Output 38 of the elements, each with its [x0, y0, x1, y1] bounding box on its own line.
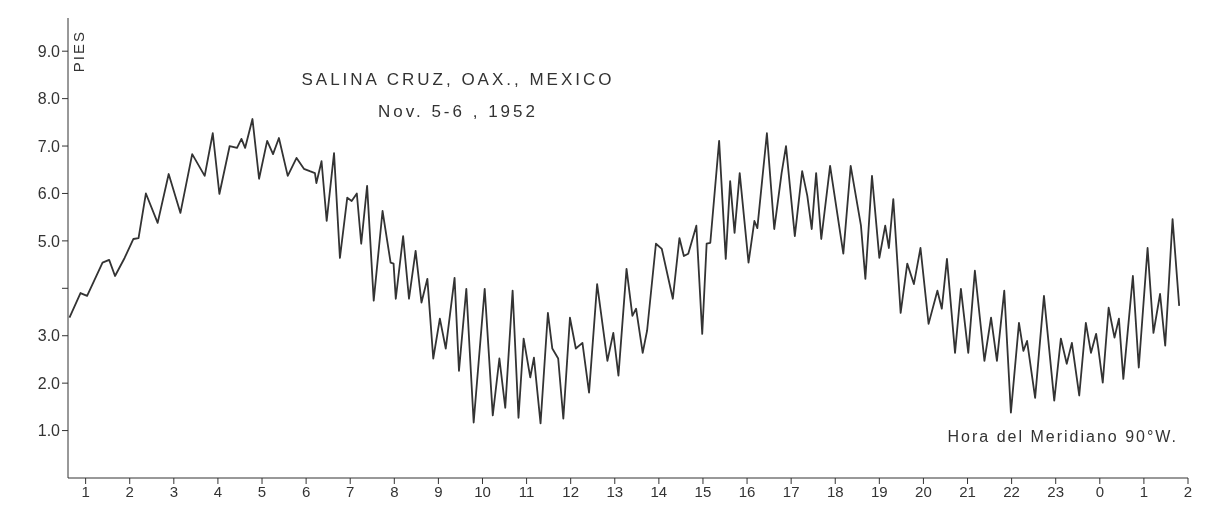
x-tick-label: 9 — [434, 482, 443, 500]
x-tick-label: 2 — [1183, 482, 1193, 500]
x-tick-label: 21 — [959, 482, 976, 500]
y-tick-label: 8.0 — [37, 90, 61, 108]
x-tick-label: 18 — [826, 482, 844, 500]
y-tick-label: 2.0 — [37, 374, 61, 392]
x-tick-label: 4 — [213, 482, 223, 500]
y-tick-label: 5.0 — [37, 232, 61, 250]
y-tick-label: 9.0 — [37, 42, 61, 60]
y-axis-title: PIES — [70, 30, 87, 73]
x-tick-label: 19 — [870, 482, 888, 500]
x-tick-label: 1 — [81, 482, 90, 500]
x-tick-label: 8 — [390, 482, 399, 500]
x-tick-label: 10 — [474, 482, 491, 500]
x-tick-label: 1 — [1139, 482, 1149, 500]
x-tick-label: 12 — [562, 482, 580, 500]
x-tick-label: 20 — [915, 482, 932, 500]
y-tick-label: 3.0 — [37, 327, 61, 345]
x-tick-label: 5 — [257, 482, 267, 500]
text: Nov. 5-6 , 1952 — [378, 102, 538, 121]
x-tick-label: 15 — [694, 482, 712, 500]
text: SALINA CRUZ, OAX., MEXICO — [301, 70, 615, 89]
x-tick-label: 7 — [346, 482, 355, 500]
x-tick-label: 2 — [125, 482, 134, 500]
x-tick-label: 13 — [606, 482, 624, 500]
x-tick-label: 14 — [650, 482, 668, 500]
y-tick-label: 6.0 — [37, 185, 61, 203]
x-tick-label: 23 — [1047, 482, 1065, 500]
x-tick-label: 6 — [301, 482, 311, 500]
x-tick-label: 11 — [518, 482, 535, 500]
x-axis-title: Hora del Meridiano 90°W. — [947, 428, 1178, 446]
x-tick-label: 0 — [1095, 482, 1104, 500]
y-tick-label: 7.0 — [37, 137, 61, 155]
y-tick-label: 1.0 — [37, 422, 61, 440]
x-tick-label: 22 — [1003, 482, 1020, 500]
x-tick-label: 17 — [782, 482, 800, 500]
x-tick-label: 16 — [738, 482, 756, 500]
x-tick-label: 3 — [169, 482, 178, 500]
